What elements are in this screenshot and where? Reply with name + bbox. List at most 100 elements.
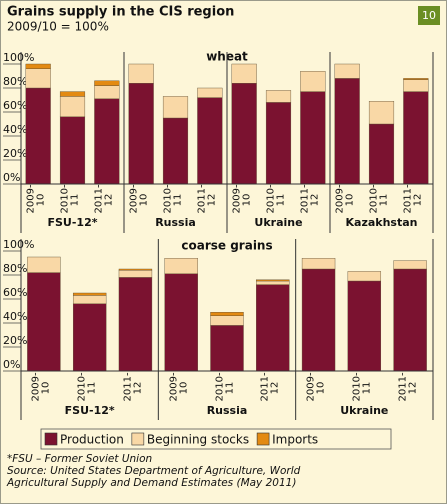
bar-segment <box>25 87 51 185</box>
y-tick-label: 40% <box>3 123 27 136</box>
x-tick-label: 2009-10 <box>128 184 150 214</box>
bar-segment <box>403 78 429 80</box>
group-label: FSU-12* <box>65 404 115 417</box>
chart-title: Grains supply in the CIS region <box>7 5 234 20</box>
group-label: Russia <box>207 404 248 417</box>
y-tick-label: 0% <box>3 358 20 371</box>
legend-swatch <box>256 432 270 446</box>
bar-segment <box>265 102 292 185</box>
bar-segment <box>347 271 382 282</box>
badge: 10 <box>422 9 436 22</box>
bar-segment <box>162 96 189 119</box>
bar-segment <box>128 82 154 185</box>
y-tick-label: 100% <box>3 51 34 64</box>
footnote: *FSU – Former Soviet Union <box>7 453 153 465</box>
bar-segment <box>210 312 244 317</box>
x-tick-label: 2009-10 <box>334 184 356 214</box>
bar-segment <box>164 258 198 275</box>
legend-swatch <box>44 432 58 446</box>
footnote: Source: United States Department of Agri… <box>7 465 301 477</box>
bar-segment <box>72 303 107 372</box>
bar-segment <box>94 80 120 86</box>
bar-segment <box>334 63 360 79</box>
bar-segment <box>368 100 395 125</box>
x-tick-label: 2009-10 <box>231 184 253 214</box>
x-tick-label: 2009-10 <box>305 372 327 402</box>
x-tick-label: 2009-10 <box>25 184 47 214</box>
bar-segment <box>368 123 395 185</box>
bar-segment <box>197 97 223 185</box>
x-tick-label: 2010-11 <box>351 372 373 402</box>
bar-segment <box>59 96 86 118</box>
legend-label: Imports <box>272 433 318 447</box>
bar-segment <box>27 272 61 372</box>
bar-segment <box>256 284 290 372</box>
y-tick-label: 80% <box>3 262 27 275</box>
y-tick-label: 60% <box>3 286 27 299</box>
bar-segment <box>210 315 244 326</box>
x-tick-label: 2011-12 <box>93 184 115 214</box>
legend-label: Beginning stocks <box>147 433 249 447</box>
bar-segment <box>59 116 86 185</box>
bar-segment <box>265 90 292 103</box>
x-tick-label: 2011-12 <box>402 184 424 214</box>
legend-swatch <box>131 432 145 446</box>
bar-segment <box>25 68 51 89</box>
x-tick-label: 2010-11 <box>59 184 81 214</box>
x-tick-label: 2010-11 <box>214 372 235 402</box>
badge-box <box>418 6 440 25</box>
footnote: Agricultural Supply and Demand Estimates… <box>7 477 297 489</box>
bar-segment <box>301 268 336 372</box>
bar-segment <box>231 82 257 185</box>
bar-segment <box>94 98 120 185</box>
x-tick-label: 2011-12 <box>299 184 321 214</box>
bar-segment <box>300 91 326 185</box>
bar-segment <box>300 70 326 92</box>
y-tick-label: 20% <box>3 147 27 160</box>
bar-segment <box>59 91 86 97</box>
x-tick-label: 2010-11 <box>368 184 390 214</box>
bar-segment <box>25 63 51 70</box>
x-tick-label: 2010-11 <box>76 372 98 402</box>
bar-segment <box>347 280 382 372</box>
bar-segment <box>197 87 223 98</box>
bar-segment <box>334 78 360 185</box>
group-label: Ukraine <box>254 216 302 229</box>
bar-segment <box>210 325 244 372</box>
bar-segment <box>118 268 153 271</box>
x-tick-label: 2009-10 <box>168 372 190 402</box>
x-tick-label: 2010-11 <box>162 184 184 214</box>
legend-frame <box>40 428 392 450</box>
bar-segment <box>94 85 120 99</box>
x-tick-label: 2011-12 <box>122 372 144 402</box>
x-tick-label: 2011-12 <box>397 372 419 402</box>
group-label: Kazakhstan <box>346 216 418 229</box>
chart-subtitle: 2009/10 = 100% <box>7 20 109 34</box>
y-tick-label: 80% <box>3 75 27 88</box>
y-tick-label: 100% <box>3 238 34 251</box>
bar-segment <box>128 63 154 84</box>
bar-segment <box>393 268 427 372</box>
bar-segment <box>27 256 61 273</box>
subplot-title: coarse grains <box>181 239 272 253</box>
group-label: FSU-12* <box>48 216 98 229</box>
x-tick-label: 2009-10 <box>30 372 52 402</box>
bar-segment <box>72 295 107 304</box>
bar-segment <box>393 260 427 270</box>
x-tick-label: 2011-12 <box>196 184 218 214</box>
bar-segment <box>118 270 153 278</box>
y-tick-label: 60% <box>3 99 27 112</box>
legend-label: Production <box>60 433 124 447</box>
x-tick-label: 2010-11 <box>265 184 287 214</box>
bar-segment <box>231 63 257 84</box>
y-tick-label: 0% <box>3 171 20 184</box>
bar-segment <box>118 277 153 372</box>
bar-segment <box>256 279 290 282</box>
bar-segment <box>256 280 290 285</box>
y-tick-label: 40% <box>3 310 27 323</box>
bar-segment <box>301 258 336 270</box>
group-label: Ukraine <box>340 404 388 417</box>
x-tick-label: 2011-12 <box>259 372 281 402</box>
